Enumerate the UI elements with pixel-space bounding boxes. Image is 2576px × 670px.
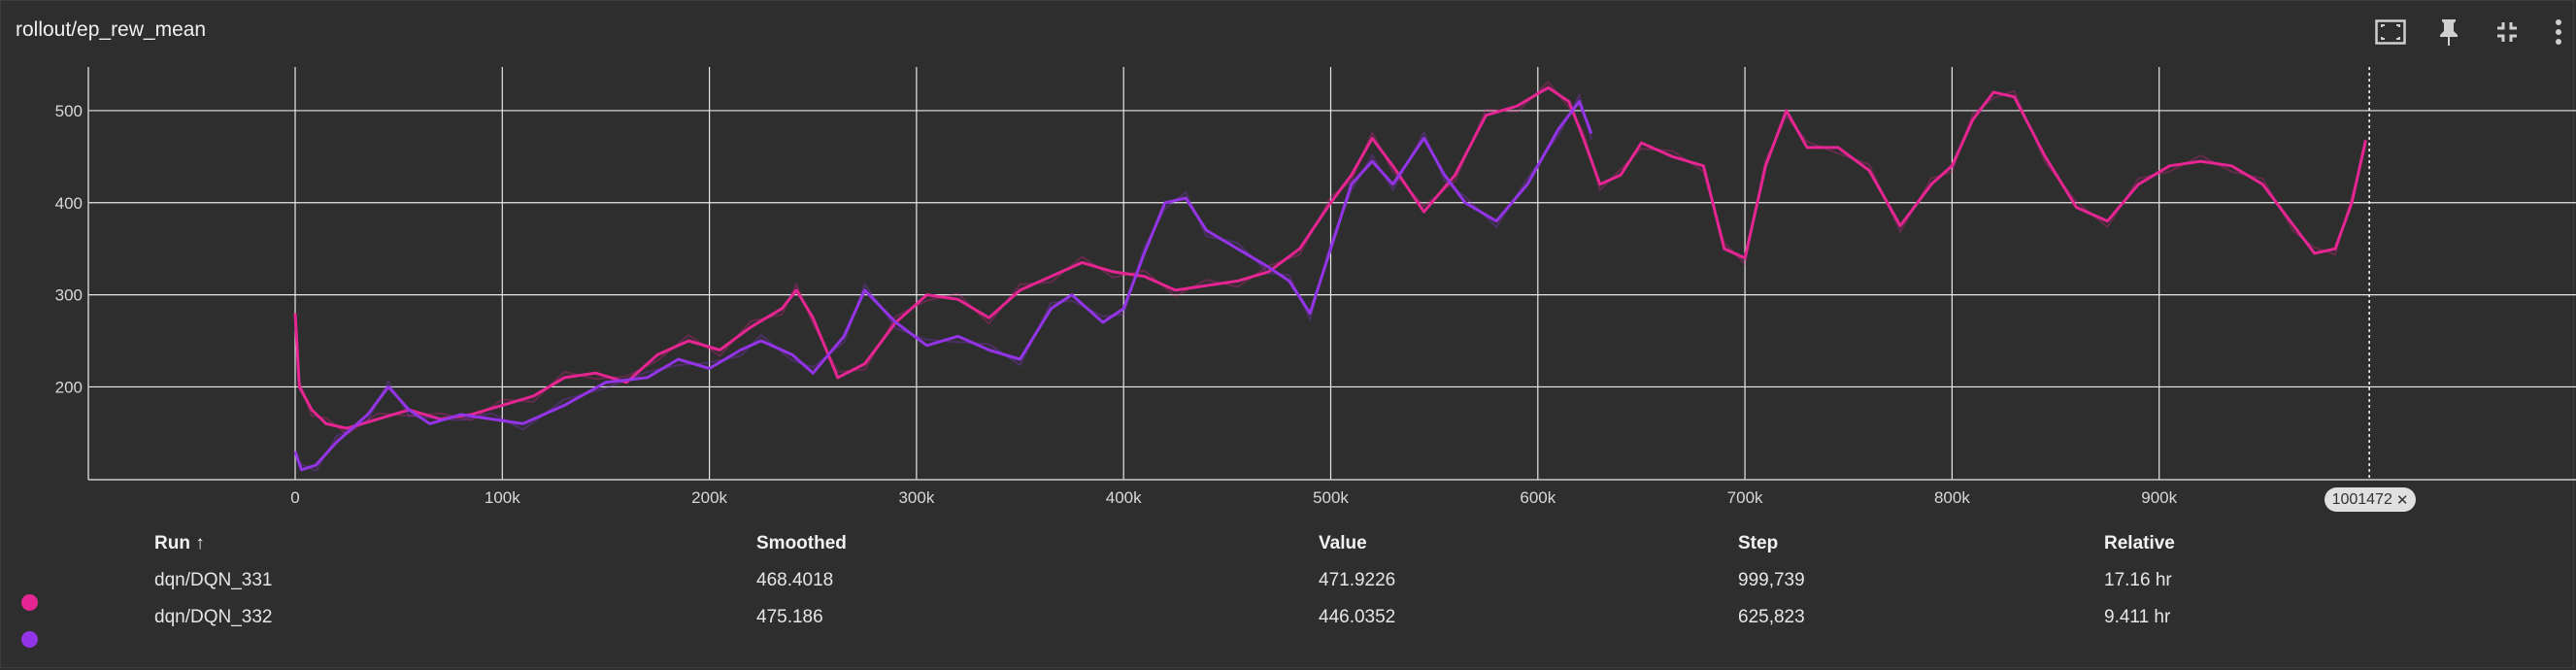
run-step: 625,823 <box>1738 607 1805 627</box>
x-tick-label: 500k <box>1313 488 1349 507</box>
x-tick-label: 600k <box>1520 488 1556 507</box>
x-axis: 0 100k 200k 300k 400k 500k 600k 700k 800k 900k <box>88 479 2576 507</box>
fullscreen-exit-button[interactable] <box>2490 15 2525 50</box>
header-value[interactable]: Value <box>1319 533 1367 553</box>
x-tick-label: 400k <box>1106 488 1142 507</box>
step-cursor-label: 1001472 <box>2331 490 2392 508</box>
x-tick-label: 0 <box>290 488 299 507</box>
header-relative[interactable]: Relative <box>2104 533 2175 553</box>
run-relative: 9.411 hr <box>2104 607 2171 627</box>
run-smoothed: 475.186 <box>756 607 823 627</box>
fullscreen-exit-icon <box>2497 22 2517 42</box>
series-raw-line <box>294 80 2367 436</box>
header-run[interactable]: Run ↑ <box>154 533 205 553</box>
more-vert-icon <box>2556 19 2561 45</box>
line-chart[interactable]: 200 300 400 500 0 100k 200k 300k 400k 500k 600k 70… <box>1 1 2576 516</box>
run-color-swatch[interactable] <box>21 594 38 611</box>
pin-icon <box>2440 19 2458 46</box>
y-tick-label: 500 <box>55 102 83 120</box>
more-button[interactable] <box>2544 15 2573 50</box>
close-icon[interactable]: ✕ <box>2395 491 2409 509</box>
pin-button[interactable] <box>2431 15 2466 50</box>
run-step: 999,739 <box>1738 570 1805 590</box>
fit-domain-button[interactable] <box>2373 15 2408 50</box>
run-relative: 17.16 hr <box>2104 570 2172 590</box>
x-tick-label: 200k <box>691 488 727 507</box>
fit-domain-icon <box>2375 19 2406 45</box>
y-tick-label: 300 <box>55 286 83 305</box>
header-step[interactable]: Step <box>1738 533 1779 553</box>
x-tick-label: 300k <box>898 488 934 507</box>
x-tick-label: 700k <box>1727 488 1763 507</box>
run-color-swatch[interactable] <box>21 631 38 648</box>
y-axis: 200 300 400 500 <box>55 67 89 480</box>
run-smoothed: 468.4018 <box>756 570 834 590</box>
x-tick-label: 100k <box>485 488 520 507</box>
run-value: 446.0352 <box>1319 607 1396 627</box>
chart-series <box>293 80 2367 473</box>
series-line-1[interactable] <box>293 85 2367 430</box>
y-tick-label: 400 <box>55 194 83 213</box>
step-cursor-chip[interactable]: 1001472 ✕ <box>2325 487 2416 512</box>
header-smoothed[interactable]: Smoothed <box>756 533 847 553</box>
series-line-2[interactable] <box>293 100 1593 472</box>
x-tick-label: 900k <box>2141 488 2177 507</box>
chart-grid <box>88 67 2576 480</box>
series-raw-line <box>294 92 1592 473</box>
run-name: dqn/DQN_331 <box>154 570 273 590</box>
y-tick-label: 200 <box>55 378 83 396</box>
x-tick-label: 800k <box>1934 488 1970 507</box>
run-value: 471.9226 <box>1319 570 1396 590</box>
run-name: dqn/DQN_332 <box>154 607 273 627</box>
card-title: rollout/ep_rew_mean <box>16 18 207 41</box>
